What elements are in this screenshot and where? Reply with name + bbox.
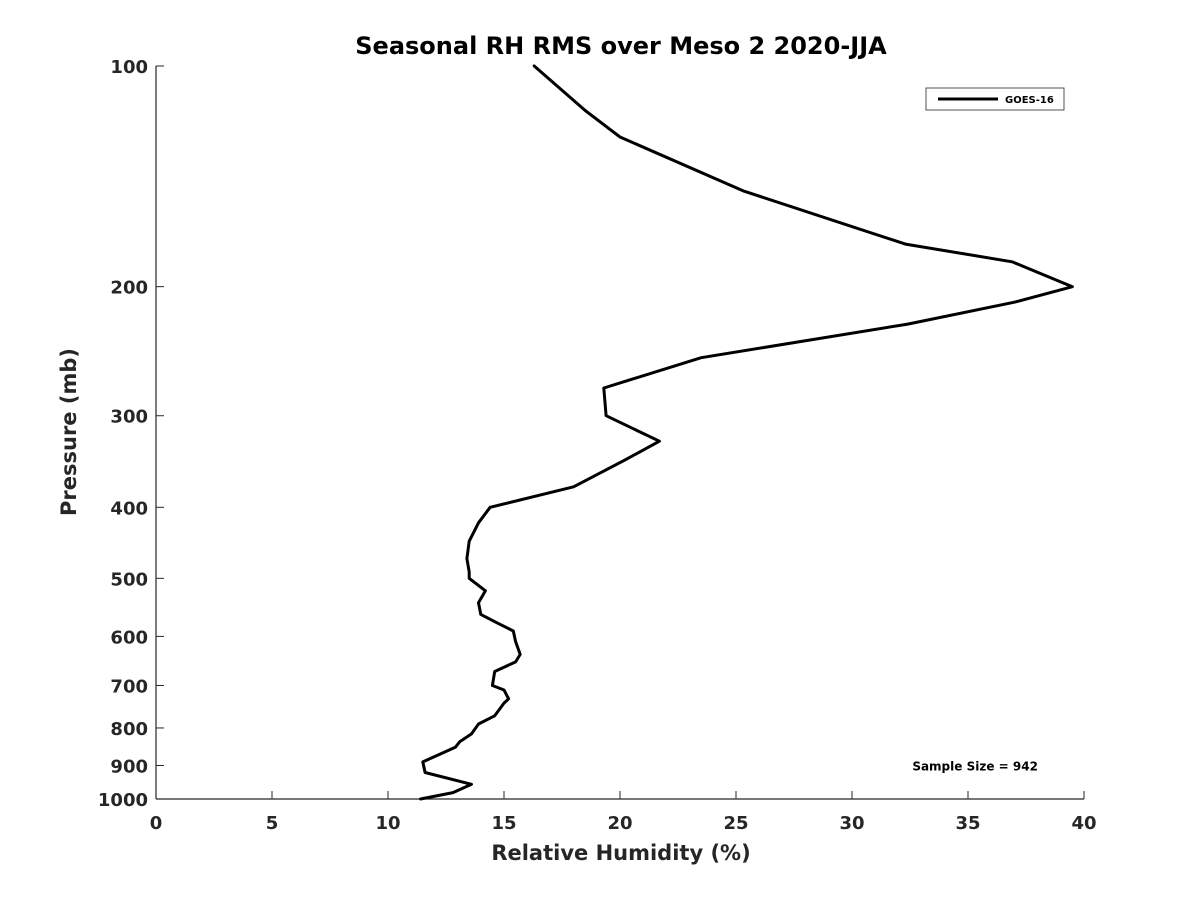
y-tick-label: 400 [110,498,148,519]
sample-size-annotation: Sample Size = 942 [912,759,1038,773]
series-line-goes-16[interactable] [419,64,1074,801]
x-tick-label: 20 [607,813,632,834]
x-tick-label: 25 [723,813,748,834]
x-ticks: 0 5 10 15 20 25 30 35 40 [150,791,1097,834]
y-axis-label: Pressure (mb) [57,348,81,516]
x-tick-label: 15 [491,813,516,834]
x-tick-label: 0 [150,813,163,834]
y-tick-label: 600 [110,627,148,648]
y-tick-label: 200 [110,278,148,299]
x-tick-label: 30 [839,813,864,834]
x-axis-label: Relative Humidity (%) [491,841,750,865]
x-tick-label: 5 [266,813,279,834]
y-tick-label: 900 [110,756,148,777]
x-tick-label: 10 [375,813,400,834]
chart-title: Seasonal RH RMS over Meso 2 2020-JJA [355,32,887,60]
series-layer [419,64,1074,801]
x-tick-label: 40 [1071,813,1096,834]
y-tick-label: 300 [110,407,148,428]
y-tick-label: 800 [110,719,148,740]
y-ticks: 100 200 300 400 500 600 700 800 900 1000 [98,57,164,811]
legend[interactable]: GOES-16 [925,87,1065,111]
x-tick-label: 35 [955,813,980,834]
y-tick-label: 700 [110,676,148,697]
y-tick-label: 500 [110,569,148,590]
y-tick-label: 100 [110,57,148,78]
plot-area [155,66,1084,800]
legend-label: GOES-16 [1005,95,1054,106]
y-tick-label: 1000 [98,790,148,811]
